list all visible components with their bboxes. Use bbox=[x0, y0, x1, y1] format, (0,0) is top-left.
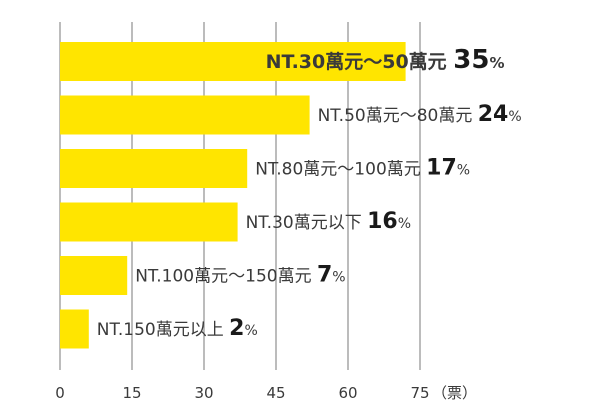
bar-2 bbox=[60, 95, 310, 135]
bar-3 bbox=[60, 149, 248, 188]
axis-layer: 0 15 30 45 60 75 （票） bbox=[55, 384, 477, 402]
category-text: NT.50萬元～80萬元 bbox=[318, 106, 478, 126]
x-tick-label-45: 45 bbox=[266, 384, 285, 402]
percent-sign: % bbox=[489, 54, 504, 72]
category-text: NT.30萬元以下 bbox=[246, 213, 368, 233]
percent-value: 35 bbox=[453, 45, 489, 75]
category-text: NT.100萬元～150萬元 bbox=[135, 266, 317, 286]
percent-sign: % bbox=[508, 109, 521, 125]
percent-sign: % bbox=[457, 162, 470, 178]
label-layer: NT.30萬元～50萬元 35%NT.50萬元～80萬元 24%NT.80萬元～… bbox=[97, 45, 522, 341]
x-tick-label-75: 75 bbox=[410, 384, 429, 402]
bar-label-2: NT.50萬元～80萬元 24% bbox=[318, 102, 522, 127]
bar-layer bbox=[60, 42, 406, 349]
bar-label-3: NT.80萬元～100萬元 17% bbox=[255, 155, 470, 180]
category-text: NT.80萬元～100萬元 bbox=[255, 159, 426, 179]
percent-sign: % bbox=[244, 323, 257, 339]
percent-sign: % bbox=[332, 269, 345, 285]
percent-value: 24 bbox=[478, 102, 509, 127]
percent-value: 17 bbox=[426, 155, 457, 180]
category-text: NT.30萬元～50萬元 bbox=[266, 51, 454, 73]
bar-label-1: NT.30萬元～50萬元 35% bbox=[266, 45, 505, 75]
percent-value: 7 bbox=[317, 262, 332, 287]
percent-value: 2 bbox=[229, 316, 244, 341]
percent-sign: % bbox=[398, 216, 411, 232]
bar-label-5: NT.100萬元～150萬元 7% bbox=[135, 262, 345, 287]
x-axis-unit: （票） bbox=[432, 384, 477, 402]
bar-4 bbox=[60, 202, 238, 242]
bar-6 bbox=[60, 309, 89, 349]
bar-5 bbox=[60, 256, 128, 295]
category-text: NT.150萬元以上 bbox=[97, 320, 229, 340]
percent-value: 16 bbox=[367, 209, 398, 234]
x-tick-label-15: 15 bbox=[122, 384, 141, 402]
bar-label-6: NT.150萬元以上 2% bbox=[97, 316, 258, 341]
x-tick-label-0: 0 bbox=[55, 384, 65, 402]
x-tick-label-60: 60 bbox=[338, 384, 357, 402]
bar-1 bbox=[60, 42, 406, 81]
x-tick-label-30: 30 bbox=[194, 384, 213, 402]
bar-label-4: NT.30萬元以下 16% bbox=[246, 209, 411, 234]
